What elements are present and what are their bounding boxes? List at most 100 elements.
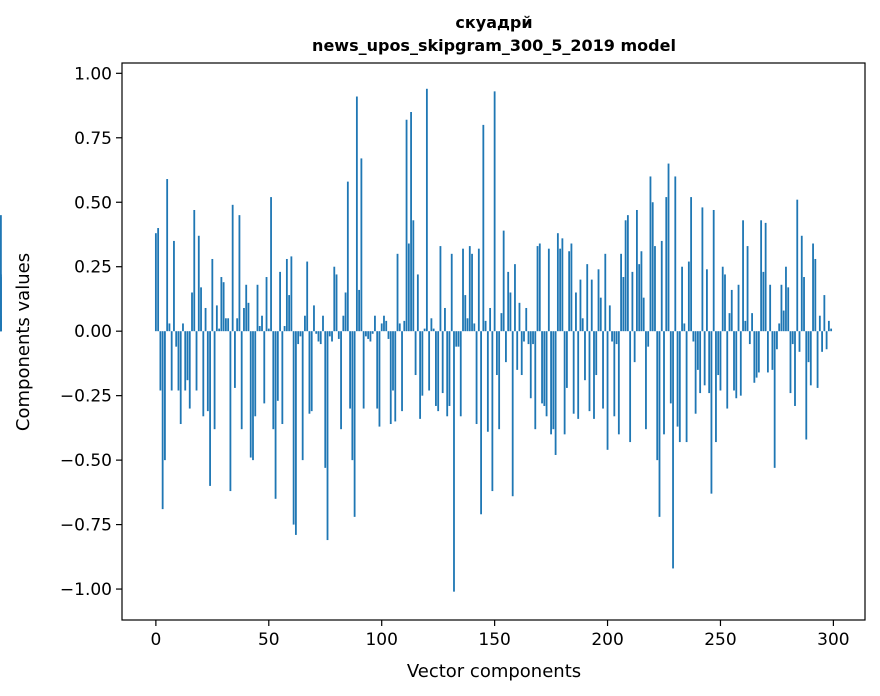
bar [516, 331, 519, 370]
bar [642, 297, 645, 332]
bar [306, 261, 309, 332]
chart-title: скуадрй [455, 13, 532, 32]
bar [500, 313, 503, 332]
bar [344, 292, 347, 332]
bar [335, 274, 338, 332]
bar [383, 315, 385, 332]
bar [419, 331, 422, 419]
bar [599, 297, 602, 332]
bar [200, 287, 202, 332]
bar [398, 323, 401, 332]
bar [471, 253, 473, 332]
bar [827, 320, 830, 332]
bar [753, 331, 756, 383]
x-tick-label: 0 [150, 630, 161, 650]
bar [645, 331, 647, 430]
bar [403, 320, 406, 332]
bar [437, 331, 440, 412]
bar [505, 331, 507, 363]
bar [489, 307, 492, 332]
bar [405, 119, 408, 332]
bar [785, 266, 787, 332]
bar [674, 176, 677, 332]
bar [154, 233, 157, 332]
bar [392, 331, 394, 391]
bar [739, 331, 742, 396]
bar [608, 305, 611, 332]
bar [626, 215, 629, 332]
bar [617, 331, 620, 435]
bar [453, 331, 455, 592]
bar [491, 331, 494, 492]
bar [195, 331, 198, 391]
bar [724, 274, 726, 332]
bar [270, 197, 272, 332]
bar [737, 284, 740, 332]
bar [593, 331, 595, 419]
bar [450, 253, 453, 332]
bar [274, 331, 277, 499]
bar [159, 331, 162, 391]
bar [193, 209, 196, 332]
bar [590, 279, 593, 332]
bar [247, 302, 250, 332]
bar [665, 197, 668, 332]
bar [563, 331, 566, 435]
bar [184, 331, 187, 391]
bar [267, 328, 270, 332]
bar [387, 331, 390, 339]
bar [796, 199, 799, 332]
bar [658, 331, 661, 517]
bar [326, 331, 329, 541]
bar [168, 323, 171, 332]
bar [805, 331, 808, 440]
bar [821, 331, 823, 352]
bar [638, 264, 641, 332]
bar [803, 277, 805, 332]
bar [423, 328, 426, 332]
bar [687, 261, 690, 332]
bar [706, 269, 708, 332]
y-tick-label: 0.00 [74, 322, 112, 342]
bar [243, 307, 245, 332]
bar [654, 246, 656, 332]
bar [789, 331, 792, 394]
bar [755, 331, 758, 378]
bar [565, 331, 568, 388]
bar [703, 331, 706, 386]
bar [636, 209, 638, 332]
bar [552, 331, 555, 430]
bar [317, 331, 320, 342]
bar [604, 253, 607, 332]
bar [204, 307, 207, 332]
bar [663, 331, 665, 435]
bar [534, 331, 537, 430]
bar [509, 292, 512, 332]
bar [353, 331, 356, 517]
bar [615, 331, 618, 345]
bar [215, 305, 218, 332]
y-tick-label: 1.00 [74, 64, 112, 84]
bar [757, 331, 760, 373]
bar [823, 295, 826, 332]
bar [229, 331, 232, 492]
bar [371, 331, 374, 334]
bar [681, 266, 683, 332]
bar [236, 318, 239, 332]
bar [597, 269, 600, 332]
bar [249, 331, 252, 458]
bar [231, 204, 234, 332]
bar [484, 320, 487, 332]
bar [362, 331, 365, 409]
bar [498, 331, 501, 430]
bar [313, 305, 315, 332]
bar [457, 331, 460, 347]
bar [396, 253, 399, 332]
bar [678, 331, 681, 443]
bar [430, 318, 433, 332]
bar [265, 277, 268, 332]
bar [416, 274, 419, 332]
bar [209, 331, 211, 486]
bar [611, 331, 613, 342]
bar [748, 331, 751, 345]
